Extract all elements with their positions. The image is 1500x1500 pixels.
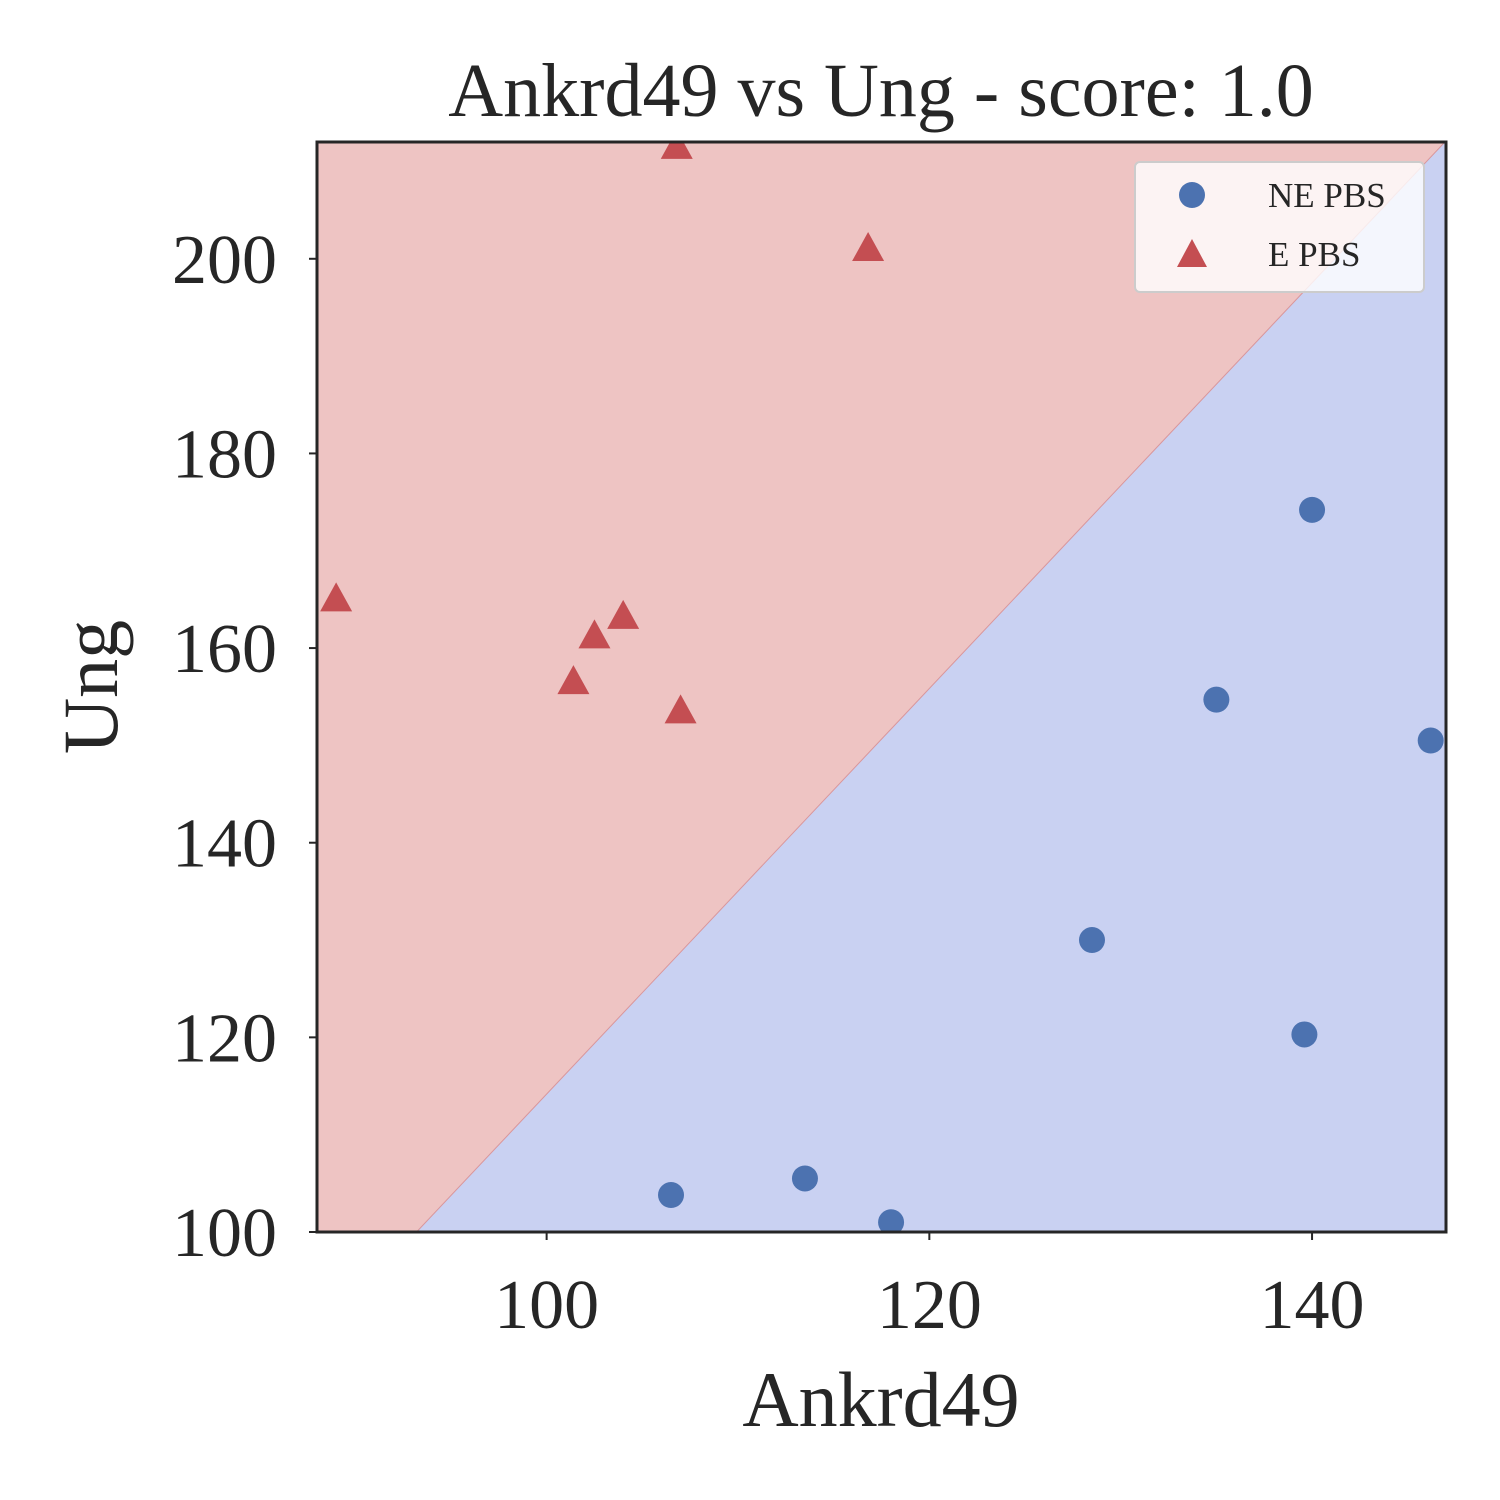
point-ne-pbs [1417, 727, 1444, 754]
x-tick-label: 140 [1260, 1267, 1365, 1344]
point-e-pbs [320, 582, 353, 612]
point-ne-pbs [878, 1209, 905, 1232]
point-ne-pbs [1203, 686, 1230, 713]
legend-marker-e-pbs [1177, 239, 1207, 267]
point-ne-pbs [791, 1165, 818, 1192]
point-e-pbs [578, 619, 611, 649]
y-tick-label: 140 [172, 806, 277, 883]
point-e-pbs [852, 232, 885, 262]
data-markers [320, 142, 1444, 1232]
point-e-pbs [607, 599, 640, 629]
x-axis-ticks: 100 120 140 [494, 1232, 1365, 1344]
y-axis-ticks: 100 120 140 160 180 200 [172, 222, 317, 1272]
y-tick-label: 100 [172, 1195, 277, 1272]
y-tick-label: 200 [172, 222, 277, 299]
legend-label-ne-pbs: NE PBS [1268, 176, 1386, 215]
legend-marker-ne-pbs [1179, 182, 1205, 208]
y-axis-label: Ung [47, 620, 134, 754]
point-ne-pbs [1299, 496, 1326, 523]
legend-label-e-pbs: E PBS [1268, 235, 1360, 274]
legend: NE PBS E PBS [1134, 161, 1425, 293]
y-tick-label: 180 [172, 416, 277, 493]
x-tick-label: 100 [494, 1267, 599, 1344]
legend-box [1134, 161, 1425, 293]
point-ne-pbs [1078, 927, 1105, 954]
point-e-pbs [664, 694, 697, 724]
point-e-pbs [660, 142, 693, 159]
decision-boundary-line [415, 142, 1446, 1232]
point-ne-pbs [1291, 1021, 1318, 1048]
point-ne-pbs [658, 1182, 685, 1209]
decision-regions [317, 142, 1446, 1232]
y-tick-label: 120 [172, 1000, 277, 1077]
point-e-pbs [557, 665, 590, 695]
x-tick-label: 120 [877, 1267, 982, 1344]
x-axis-label: Ankrd49 [742, 1356, 1019, 1443]
chart-title: Ankrd49 vs Ung - score: 1.0 [448, 49, 1313, 133]
y-tick-label: 160 [172, 611, 277, 688]
plot-frame [315, 140, 1448, 1234]
